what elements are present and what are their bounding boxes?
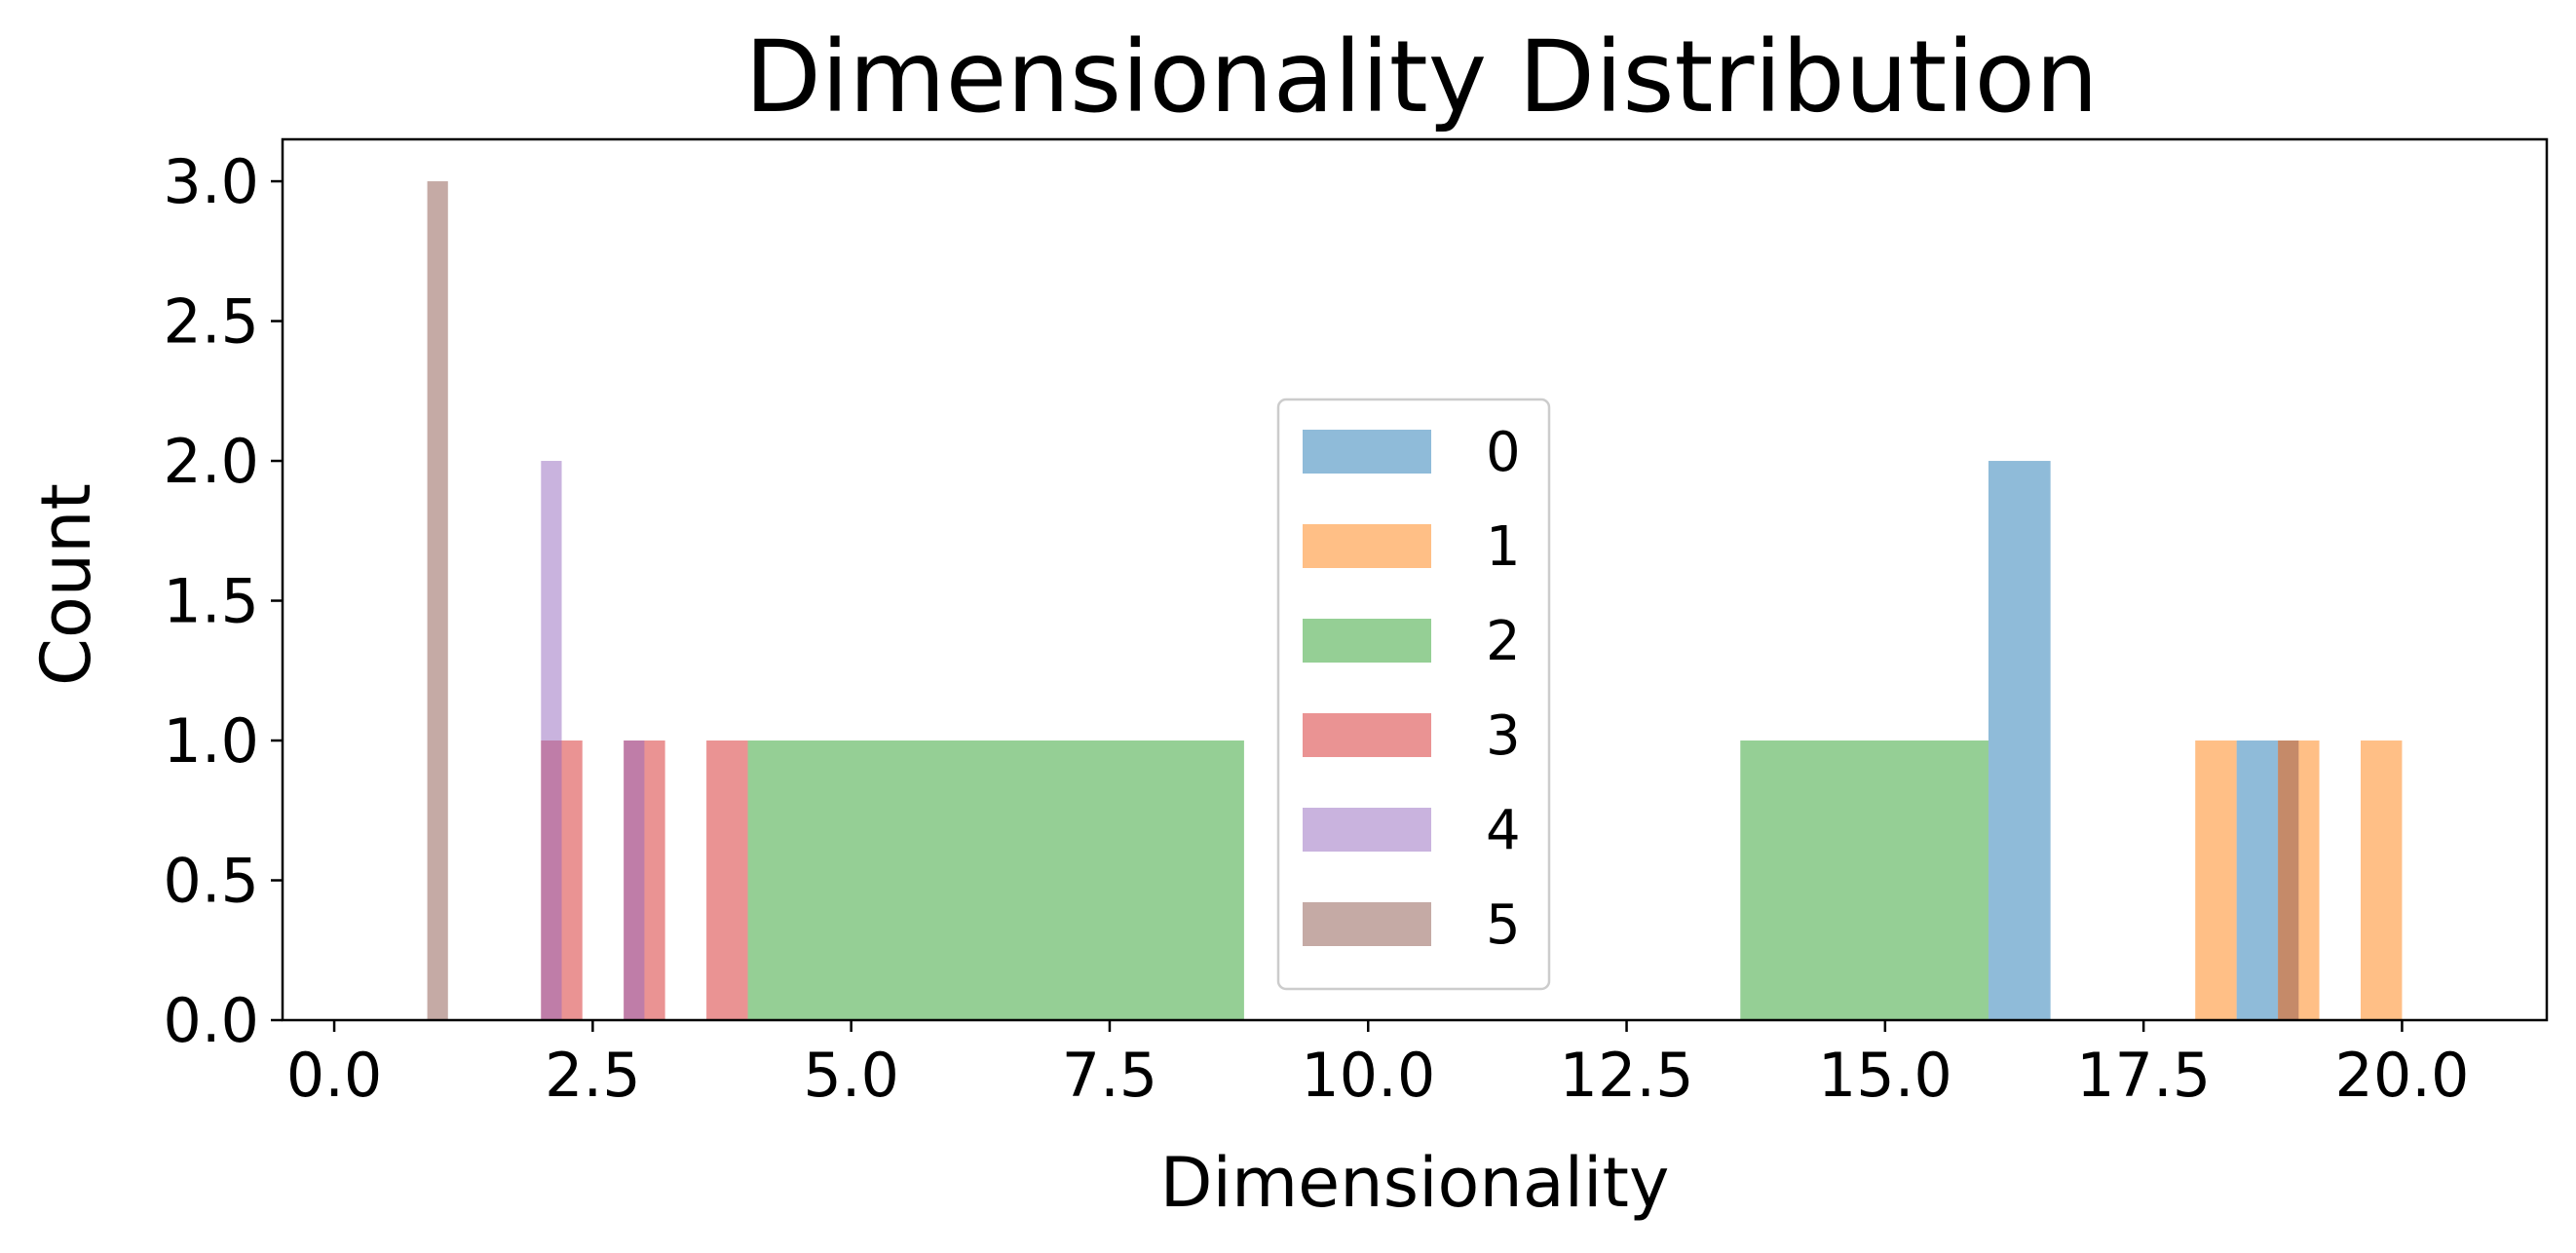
x-tick-label: 7.5: [1062, 1040, 1158, 1111]
bar-series-0-bin-1: [2236, 740, 2279, 1020]
legend-swatch-4: [1303, 808, 1431, 852]
bar-series-5-bin-1: [2278, 740, 2299, 1020]
legend-label-5: 5: [1486, 893, 1521, 957]
bar-series-2-bin-1: [1740, 740, 1989, 1020]
y-tick-label: 1.0: [163, 705, 259, 777]
x-tick-label: 17.5: [2076, 1040, 2211, 1111]
y-tick-label: 2.0: [163, 426, 259, 497]
legend-swatch-3: [1303, 713, 1431, 757]
x-axis-label: Dimensionality: [1160, 1143, 1670, 1223]
legend-swatch-5: [1303, 902, 1431, 946]
bar-series-5-bin-0: [427, 181, 448, 1021]
x-tick-label: 2.5: [545, 1040, 641, 1111]
legend-swatch-0: [1303, 430, 1431, 474]
chart-title: Dimensionality Distribution: [744, 19, 2098, 135]
y-tick-label: 1.5: [163, 566, 259, 637]
x-tick-label: 12.5: [1560, 1040, 1694, 1111]
legend-label-3: 3: [1486, 704, 1521, 768]
legend-label-4: 4: [1486, 799, 1521, 862]
bar-series-3-bin-2: [706, 740, 748, 1020]
legend: 0 1 2 3 4 5: [1276, 398, 1551, 991]
bar-series-0-bin-0: [1988, 461, 2051, 1020]
legend-swatch-2: [1303, 619, 1431, 663]
legend-label-1: 1: [1486, 515, 1521, 579]
legend-swatch-1: [1303, 524, 1431, 568]
x-tick-label: 5.0: [803, 1040, 899, 1111]
bar-series-2-bin-0: [747, 740, 1244, 1020]
bar-series-1-bin-0: [2195, 740, 2237, 1020]
y-tick-label: 0.0: [163, 985, 259, 1056]
x-tick-label: 10.0: [1301, 1040, 1435, 1111]
bar-series-1-bin-2: [2360, 740, 2403, 1020]
y-axis-ticks: 0.0 0.5 1.0 1.5 2.0 2.5 3.0: [163, 146, 283, 1056]
bar-series-4-bin-0: [541, 461, 562, 1020]
bar-series-4-bin-1: [624, 740, 645, 1020]
x-axis-ticks: 0.0 2.5 5.0 7.5 10.0 12.5 15.0 17.5 20.0: [286, 1020, 2469, 1111]
bars-group: [427, 181, 2403, 1021]
plot-frame: [281, 137, 2549, 1022]
legend-label-0: 0: [1486, 421, 1521, 484]
x-tick-label: 0.0: [286, 1040, 383, 1111]
y-tick-label: 3.0: [163, 146, 259, 217]
y-tick-label: 2.5: [163, 286, 259, 358]
legend-label-2: 2: [1486, 610, 1521, 673]
y-axis-label: Count: [26, 483, 106, 686]
y-tick-label: 0.5: [163, 846, 259, 917]
x-tick-label: 15.0: [1818, 1040, 1952, 1111]
x-tick-label: 20.0: [2334, 1040, 2469, 1111]
